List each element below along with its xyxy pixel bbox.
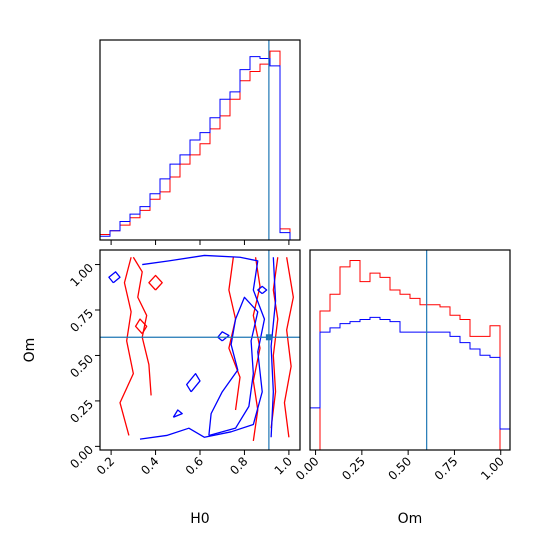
contour-y-tick-label: 0.25	[67, 397, 96, 426]
contour-series-2-level-6	[217, 331, 230, 342]
contour-series-1-level-4	[228, 257, 241, 411]
om-hist-x-tick-label: 0.75	[432, 454, 461, 483]
om-hist-series-1	[310, 260, 510, 451]
contour-y-tick-label: 0.00	[67, 443, 96, 472]
contour-x-tick-label: 1.0	[272, 454, 295, 477]
contour-series-2-level-4	[186, 372, 201, 393]
h0-hist-series-2	[99, 56, 300, 241]
contour-series-2-level-1	[139, 254, 266, 440]
contour-y-tick-label: 0.50	[67, 352, 96, 381]
contour-series-1-level-5	[283, 257, 294, 438]
contour-series-2-level-3	[270, 257, 277, 438]
h0-om-contour-panel: 0.2 0.4 0.6 0.8 1.0 0.00 0.25 0.50 0.75 1.00	[67, 249, 301, 478]
om-hist-x-tick-label: 0.00	[293, 454, 322, 483]
x-axis-label-om: Om	[398, 511, 423, 527]
contour-series-2-level-2	[208, 296, 259, 437]
om-hist-x-tick-label: 1.00	[478, 454, 507, 483]
contour-series-1-level-7	[134, 318, 148, 335]
contour-frame	[99, 249, 301, 451]
om-hist-x-tick-label: 0.50	[385, 454, 414, 483]
contour-series-2-level-5	[172, 409, 183, 418]
contour-series-2-level-7	[108, 271, 121, 284]
contour-series-1-level-2	[119, 257, 134, 436]
contour-series-1-level-8	[148, 274, 163, 291]
contour-x-tick-label: 0.8	[227, 454, 250, 477]
contour-x-tick-label: 0.2	[94, 454, 117, 477]
x-axis-label-h0: H0	[190, 511, 209, 527]
contour-series-1-level-1	[132, 256, 152, 396]
contour-truth-marker	[265, 334, 272, 341]
contour-y-tick-label: 0.75	[67, 306, 96, 335]
contour-y-tick-label: 1.00	[67, 261, 96, 290]
y-axis-label-om: Om	[22, 338, 38, 363]
contour-x-tick-label: 0.6	[183, 454, 206, 477]
h0-marginal-histogram	[99, 39, 301, 245]
om-marginal-histogram: 0.00 0.25 0.50 0.75 1.00	[293, 249, 511, 483]
contour-lines	[108, 254, 294, 442]
contour-series-2-level-8	[257, 285, 268, 295]
om-hist-x-tick-label: 0.25	[339, 454, 368, 483]
om-hist-series-2	[309, 316, 511, 450]
om-hist-frame	[309, 249, 511, 451]
contour-x-tick-label: 0.4	[138, 454, 161, 477]
h0-hist-series-1	[99, 50, 300, 241]
